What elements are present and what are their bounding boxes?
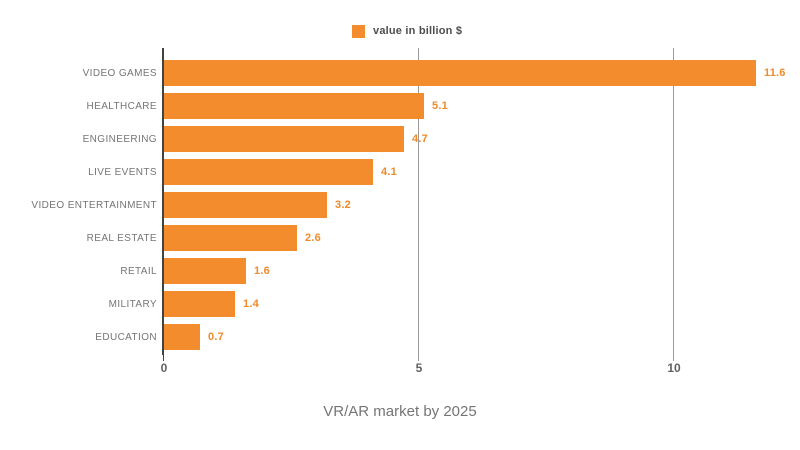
bar bbox=[164, 225, 297, 251]
category-label: VIDEO GAMES bbox=[82, 67, 157, 79]
category-label: VIDEO ENTERTAINMENT bbox=[31, 199, 157, 211]
value-label: 0.7 bbox=[208, 331, 224, 343]
bar bbox=[164, 126, 404, 152]
value-label: 5.1 bbox=[432, 100, 448, 112]
bar bbox=[164, 324, 200, 350]
value-label: 4.7 bbox=[412, 133, 428, 145]
gridline bbox=[673, 48, 674, 355]
bar bbox=[164, 291, 235, 317]
category-label: MILITARY bbox=[108, 298, 157, 310]
x-tick-label: 5 bbox=[415, 361, 423, 375]
category-label: EDUCATION bbox=[95, 331, 157, 343]
x-tick-label: 0 bbox=[160, 361, 168, 375]
chart-legend: value in billion $ bbox=[352, 25, 462, 38]
axis-tick bbox=[163, 355, 164, 361]
axis-tick bbox=[418, 355, 419, 361]
x-tick-label: 10 bbox=[667, 361, 681, 375]
chart-title: VR/AR market by 2025 bbox=[323, 403, 477, 420]
bar bbox=[164, 93, 424, 119]
value-label: 3.2 bbox=[335, 199, 351, 211]
y-axis-line bbox=[162, 48, 164, 355]
category-label: ENGINEERING bbox=[82, 133, 157, 145]
category-label: HEALTHCARE bbox=[86, 100, 157, 112]
legend-swatch-icon bbox=[352, 25, 365, 38]
value-label: 1.4 bbox=[243, 298, 259, 310]
bar bbox=[164, 60, 756, 86]
legend-label: value in billion $ bbox=[373, 25, 463, 37]
category-label: REAL ESTATE bbox=[86, 232, 157, 244]
gridline bbox=[418, 48, 419, 355]
bar bbox=[164, 159, 373, 185]
value-label: 1.6 bbox=[254, 265, 270, 277]
bar bbox=[164, 192, 327, 218]
value-label: 2.6 bbox=[305, 232, 321, 244]
value-label: 11.6 bbox=[764, 67, 786, 79]
category-label: RETAIL bbox=[120, 265, 157, 277]
bar bbox=[164, 258, 246, 284]
value-label: 4.1 bbox=[381, 166, 397, 178]
category-label: LIVE EVENTS bbox=[88, 166, 157, 178]
axis-tick bbox=[673, 355, 674, 361]
